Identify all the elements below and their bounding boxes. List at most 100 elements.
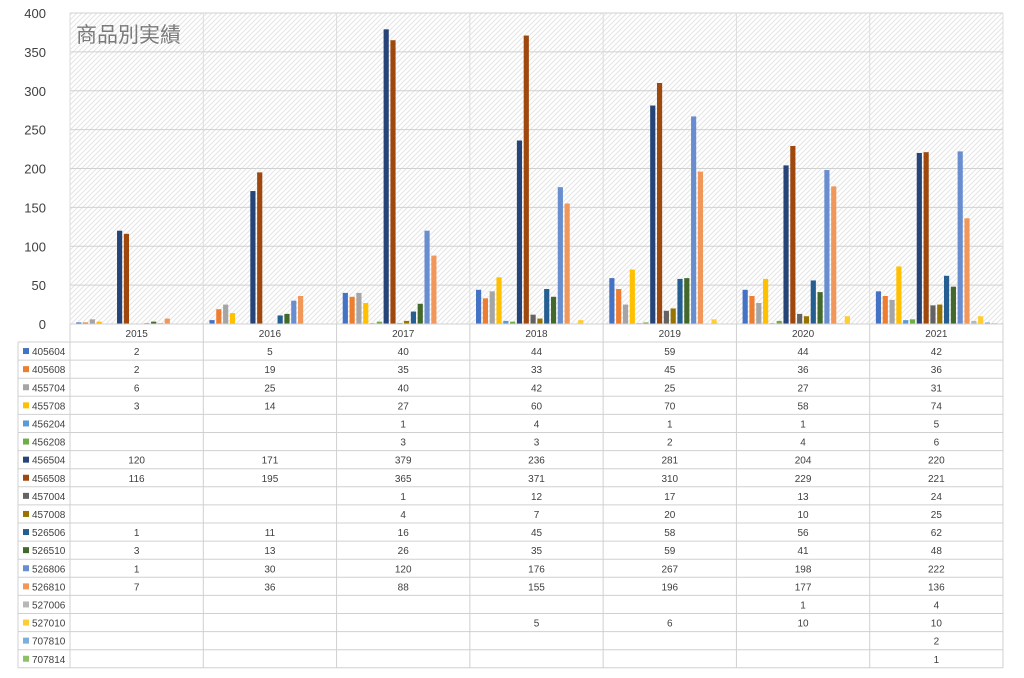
bar [844,316,850,324]
data-label: 19 [264,365,276,376]
legend-key [23,655,29,662]
data-label: 45 [664,365,676,376]
data-label: 88 [398,582,410,593]
data-label: 2 [134,347,140,358]
data-label: 27 [398,401,410,412]
data-label: 56 [798,528,810,539]
data-label: 10 [931,619,943,630]
bar [390,40,396,325]
bar [257,172,263,324]
bar [930,305,936,324]
data-label: 12 [531,492,543,503]
bar [763,278,769,324]
data-label: 13 [264,546,276,557]
bar [383,29,389,324]
legend-key [23,456,29,463]
chart-title: 商品別実績 [76,24,181,47]
bar [284,313,290,324]
bar [297,296,304,324]
data-label: 14 [264,401,276,412]
data-label: 33 [531,365,543,376]
bar [523,35,529,325]
bar [476,289,482,324]
data-label: 58 [798,401,810,412]
data-label: 4 [534,419,540,430]
bar [431,255,437,324]
data-label: 7 [534,510,540,521]
bar [984,322,991,324]
bar [564,203,570,324]
bar [749,296,755,324]
bar [363,303,369,324]
bar [711,319,717,324]
data-label: 27 [798,383,810,394]
bar [544,289,550,324]
data-label: 5 [534,619,540,630]
data-label: 310 [661,474,678,485]
legend-key [23,438,29,445]
legend-key [23,565,29,572]
x-category-label: 2021 [925,329,948,340]
data-label: 44 [531,347,543,358]
bar [410,311,417,324]
bar [691,116,697,324]
data-label: 2 [934,637,940,648]
legend-key [23,637,29,644]
x-category-label: 2017 [392,329,415,340]
data-label: 3 [400,438,406,449]
bar [684,278,690,324]
data-label: 6 [934,438,940,449]
data-label: 2 [667,438,673,449]
legend-key [23,601,29,608]
legend-entry: 455704 [32,383,66,394]
data-label: 60 [531,401,543,412]
bar [677,278,683,324]
bar [643,322,649,324]
bar [291,300,297,324]
legend-entry: 526810 [32,582,66,593]
data-label: 220 [928,456,945,467]
data-label: 177 [795,582,812,593]
bar [537,318,543,324]
data-label: 44 [798,347,810,358]
data-label: 74 [931,401,943,412]
bar [790,145,796,324]
data-label: 3 [134,401,140,412]
bar [164,318,170,324]
x-category-label: 2018 [525,329,548,340]
data-label: 58 [664,528,676,539]
data-label: 1 [800,600,806,611]
bar [629,269,635,324]
bar [250,191,256,324]
bar [882,296,888,324]
bar [277,315,283,324]
bar [356,292,362,324]
bar [950,286,956,324]
data-label: 13 [798,492,810,503]
data-label: 195 [262,474,279,485]
data-label: 1 [400,419,406,430]
bar [530,314,536,324]
data-label: 16 [398,528,410,539]
legend-key [23,474,29,481]
legend-key [23,510,29,517]
bar [875,291,882,324]
legend-entry: 526510 [32,546,66,557]
data-label: 1 [667,419,673,430]
data-label: 20 [664,510,676,521]
bar [824,170,830,324]
legend-key [23,492,29,499]
x-category-label: 2015 [126,329,149,340]
bar [622,304,629,324]
bar [957,151,963,324]
bar [616,289,622,324]
x-category-label: 2019 [659,329,682,340]
legend-entry: 526806 [32,564,66,575]
legend-key [23,619,29,626]
data-label: 42 [531,383,543,394]
data-label: 222 [928,564,945,575]
bar [516,140,523,324]
bar [550,296,557,324]
data-label: 10 [798,619,810,630]
